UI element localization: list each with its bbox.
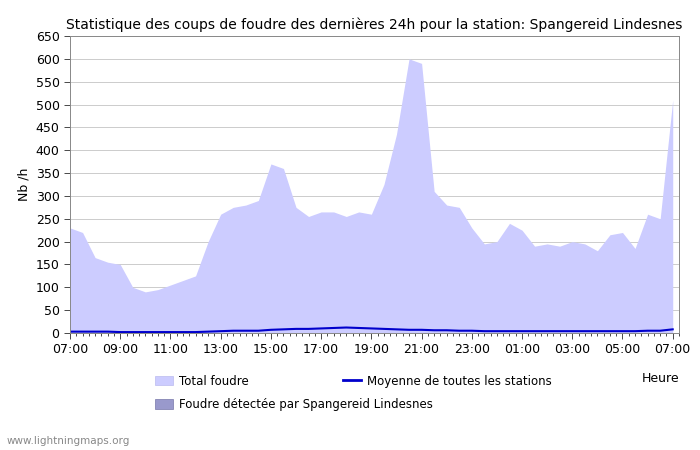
Text: www.lightningmaps.org: www.lightningmaps.org [7, 436, 130, 446]
Title: Statistique des coups de foudre des dernières 24h pour la station: Spangereid Li: Statistique des coups de foudre des dern… [66, 18, 682, 32]
Text: Heure: Heure [641, 372, 679, 385]
Legend: Foudre détectée par Spangereid Lindesnes: Foudre détectée par Spangereid Lindesnes [155, 398, 433, 411]
Y-axis label: Nb /h: Nb /h [17, 168, 30, 201]
